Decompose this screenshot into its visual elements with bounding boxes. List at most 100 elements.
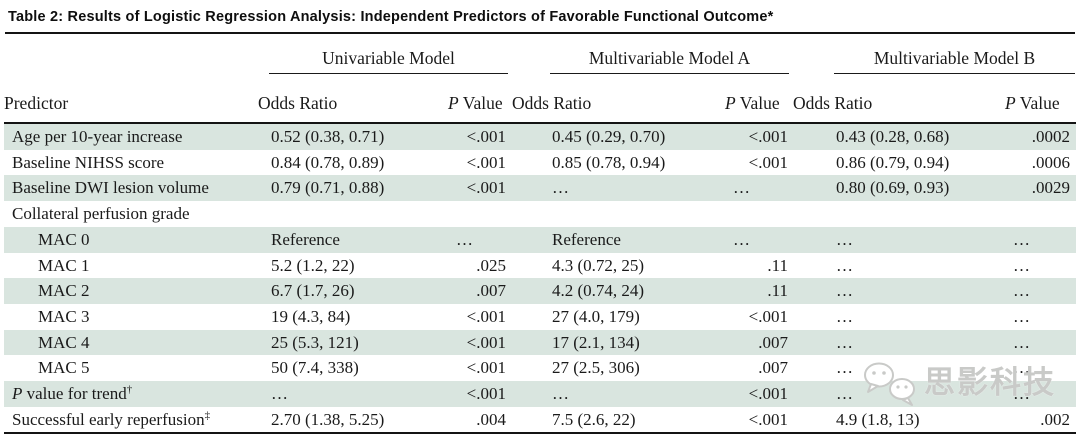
predictor-cell: Collateral perfusion grade [12, 204, 190, 224]
odds-ratio-header-univariable: Odds Ratio [258, 74, 448, 124]
p-value-cell: .11 [767, 281, 789, 301]
odds-ratio-cell: 4.2 (0.74, 24) [552, 281, 645, 301]
p-value-cell: … [733, 178, 753, 198]
odds-ratio-cell: … [836, 384, 856, 404]
p-value-cell: … [733, 229, 753, 249]
p-value-cell: <.001 [466, 152, 507, 172]
odds-ratio-cell: 4.3 (0.72, 25) [552, 255, 645, 275]
odds-ratio-cell: 19 (4.3, 84) [271, 306, 351, 326]
odds-ratio-cell: … [836, 358, 856, 378]
p-value-cell: <.001 [466, 127, 507, 146]
predictor-cell: Baseline NIHSS score [12, 152, 165, 172]
p-value-cell: … [1013, 384, 1033, 404]
table-body: Age per 10-year increase 0.52 (0.38, 0.71… [4, 123, 1077, 435]
p-value-cell: <.001 [466, 332, 507, 352]
p-value-cell: .007 [758, 332, 789, 352]
predictor-cell: MAC 2 [38, 281, 90, 301]
table-row: MAC 2 6.7 (1.7, 26) .007 4.2 (0.74, 24) .11 …… [4, 278, 1077, 304]
odds-ratio-cell: 4.9 (1.8, 13) [793, 406, 1006, 435]
odds-ratio-cell: 17 (2.1, 134) [552, 332, 640, 352]
p-value-cell [448, 201, 512, 227]
odds-ratio-cell [258, 201, 448, 227]
p-value-cell: <.001 [725, 406, 794, 435]
p-value-cell: … [1013, 255, 1033, 275]
table-header: Univariable Model Multivariable Model A … [4, 34, 1077, 124]
predictor-cell: MAC 1 [38, 255, 90, 275]
p-value-cell: .025 [476, 255, 507, 275]
odds-ratio-cell: 2.70 (1.38, 5.25) [258, 406, 448, 435]
p-value-cell: <.001 [748, 127, 789, 146]
odds-ratio-cell: 6.7 (1.7, 26) [271, 281, 355, 301]
group-univariable: Univariable Model [258, 34, 512, 74]
p-value-cell: <.001 [748, 384, 789, 404]
group-label: Univariable Model [322, 48, 455, 68]
spacer-cell [4, 34, 258, 74]
p-value-cell [1005, 201, 1076, 227]
predictor-header: Predictor [4, 74, 258, 124]
p-value-cell: … [456, 229, 475, 249]
p-value-cell: … [1013, 281, 1033, 301]
p-value-cell: .007 [758, 358, 789, 378]
predictor-cell: MAC 4 [38, 332, 90, 352]
predictor-cell: MAC 0 [38, 229, 90, 249]
odds-ratio-cell: … [552, 178, 572, 198]
odds-ratio-header-model-a: Odds Ratio [512, 74, 726, 124]
group-label: Multivariable Model B [873, 48, 1036, 68]
odds-ratio-cell: 0.86 (0.79, 0.94) [836, 152, 950, 172]
p-value-header-model-a: P Value [725, 74, 794, 124]
odds-ratio-cell: 0.80 (0.69, 0.93) [836, 178, 950, 198]
table-row: Collateral perfusion grade [4, 201, 1076, 227]
predictor-cell: P value for trend† [12, 383, 133, 404]
table-row: Baseline NIHSS score 0.84 (0.78, 0.89) <.0… [4, 150, 1076, 176]
odds-ratio-cell: … [271, 384, 290, 404]
table-row: MAC 5 50 (7.4, 338) <.001 27 (2.5, 306) .007… [4, 355, 1076, 381]
odds-ratio-cell: Reference [552, 229, 621, 249]
p-value-cell: <.001 [466, 358, 507, 378]
odds-ratio-cell: 5.2 (1.2, 22) [271, 255, 355, 275]
odds-ratio-cell: 0.84 (0.78, 0.89) [271, 152, 385, 172]
odds-ratio-cell: … [836, 332, 856, 352]
table-row: P value for trend† … <.001 … <.001 … … [4, 381, 1077, 407]
table-row: Baseline DWI lesion volume 0.79 (0.71, 0.… [4, 175, 1077, 202]
odds-ratio-cell: … [552, 384, 572, 404]
p-value-header-univariable: P Value [448, 74, 513, 124]
odds-ratio-cell [793, 201, 1005, 227]
group-label: Multivariable Model A [588, 48, 751, 68]
odds-ratio-cell: … [836, 306, 856, 326]
p-value-cell: .007 [476, 281, 507, 301]
table-title: Table 2: Results of Logistic Regression … [5, 0, 1075, 34]
odds-ratio-cell: … [836, 255, 856, 275]
p-value-cell: … [1013, 358, 1033, 378]
p-value-cell: .002 [1005, 406, 1077, 435]
p-value-cell: <.001 [466, 306, 507, 326]
p-value-cell: <.001 [466, 384, 507, 404]
p-value-cell: … [1013, 332, 1033, 352]
logistic-regression-table: Univariable Model Multivariable Model A … [4, 34, 1077, 435]
predictor-cell: Baseline DWI lesion volume [12, 178, 209, 198]
p-value-cell: <.001 [748, 306, 789, 326]
odds-ratio-cell: 0.85 (0.78, 0.94) [552, 152, 666, 172]
table-row: Age per 10-year increase 0.52 (0.38, 0.71… [4, 123, 1077, 150]
p-value-header-model-b: P Value [1005, 74, 1077, 124]
predictor-cell: MAC 3 [38, 306, 90, 326]
p-value-cell [725, 201, 793, 227]
odds-ratio-cell [512, 201, 725, 227]
odds-ratio-cell: 7.5 (2.6, 22) [512, 406, 726, 435]
p-value-cell: <.001 [748, 152, 789, 172]
odds-ratio-cell: 0.45 (0.29, 0.70) [552, 127, 666, 146]
predictor-cell: Successful early reperfusion‡ [4, 406, 258, 435]
odds-ratio-cell: 0.43 (0.28, 0.68) [836, 127, 950, 146]
odds-ratio-cell: Reference [271, 229, 340, 249]
odds-ratio-cell: 27 (2.5, 306) [552, 358, 640, 378]
table-row: Successful early reperfusion‡ 2.70 (1.38,… [4, 406, 1077, 435]
p-value-cell: .0002 [1031, 127, 1071, 146]
predictor-cell: Age per 10-year increase [12, 127, 183, 146]
p-value-cell: .11 [767, 255, 789, 275]
table-row: MAC 4 25 (5.3, 121) <.001 17 (2.1, 134) .007… [4, 329, 1077, 356]
p-value-cell: .0006 [1031, 152, 1071, 172]
p-value-cell: <.001 [466, 178, 507, 198]
odds-ratio-cell: 25 (5.3, 121) [271, 332, 359, 352]
odds-ratio-header-model-b: Odds Ratio [793, 74, 1006, 124]
odds-ratio-cell: … [836, 229, 856, 249]
